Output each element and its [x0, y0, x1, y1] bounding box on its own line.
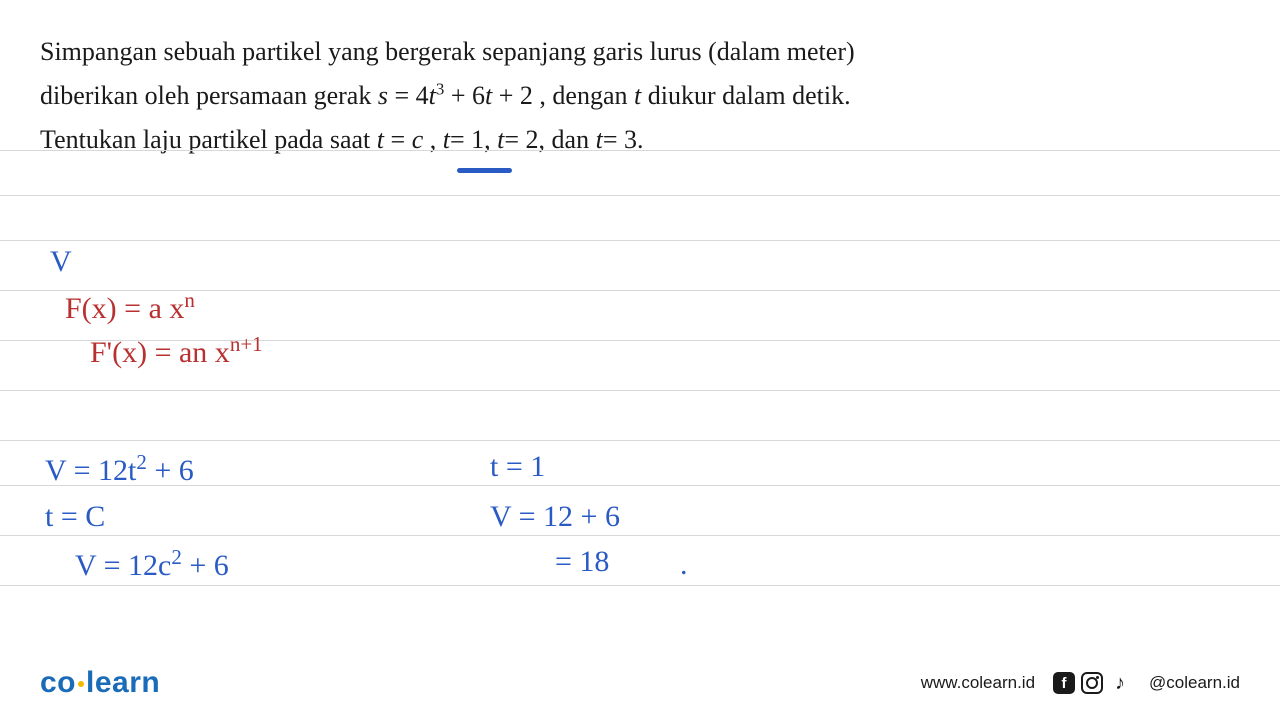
hw-t-equals-c: t = C	[45, 500, 105, 534]
underline-annotation	[457, 168, 512, 173]
hw-v-at-c: V = 12c2 + 6	[75, 545, 229, 583]
hw-dot: .	[680, 548, 688, 582]
hw-result-18: = 18	[555, 545, 609, 579]
problem-line-3: Tentukan laju partikel pada saat t = c ,…	[40, 118, 1240, 162]
hw-fx-formula: F(x) = a xn	[65, 288, 195, 326]
facebook-icon: f	[1053, 672, 1075, 694]
logo-dot-icon	[78, 681, 84, 687]
problem-line-1: Simpangan sebuah partikel yang bergerak …	[40, 30, 1240, 74]
footer-handle: @colearn.id	[1149, 673, 1240, 693]
hw-t-equals-1: t = 1	[490, 450, 545, 484]
problem-line-2: diberikan oleh persamaan gerak s = 4t3 +…	[40, 74, 1240, 118]
hw-velocity-eq: V = 12t2 + 6	[45, 450, 194, 488]
tiktok-icon: ♪	[1109, 672, 1131, 694]
footer-url: www.colearn.id	[921, 673, 1035, 693]
social-icons: f ♪	[1053, 672, 1131, 694]
footer-right: www.colearn.id f ♪ @colearn.id	[921, 672, 1240, 694]
problem-statement: Simpangan sebuah partikel yang bergerak …	[40, 30, 1240, 163]
hw-v-at-1: V = 12 + 6	[490, 500, 620, 534]
logo: colearn	[40, 666, 160, 700]
footer: colearn www.colearn.id f ♪ @colearn.id	[40, 666, 1240, 700]
hw-fprime-formula: F'(x) = an xn+1	[90, 332, 263, 370]
instagram-icon	[1081, 672, 1103, 694]
hw-v-label: V	[50, 245, 72, 279]
